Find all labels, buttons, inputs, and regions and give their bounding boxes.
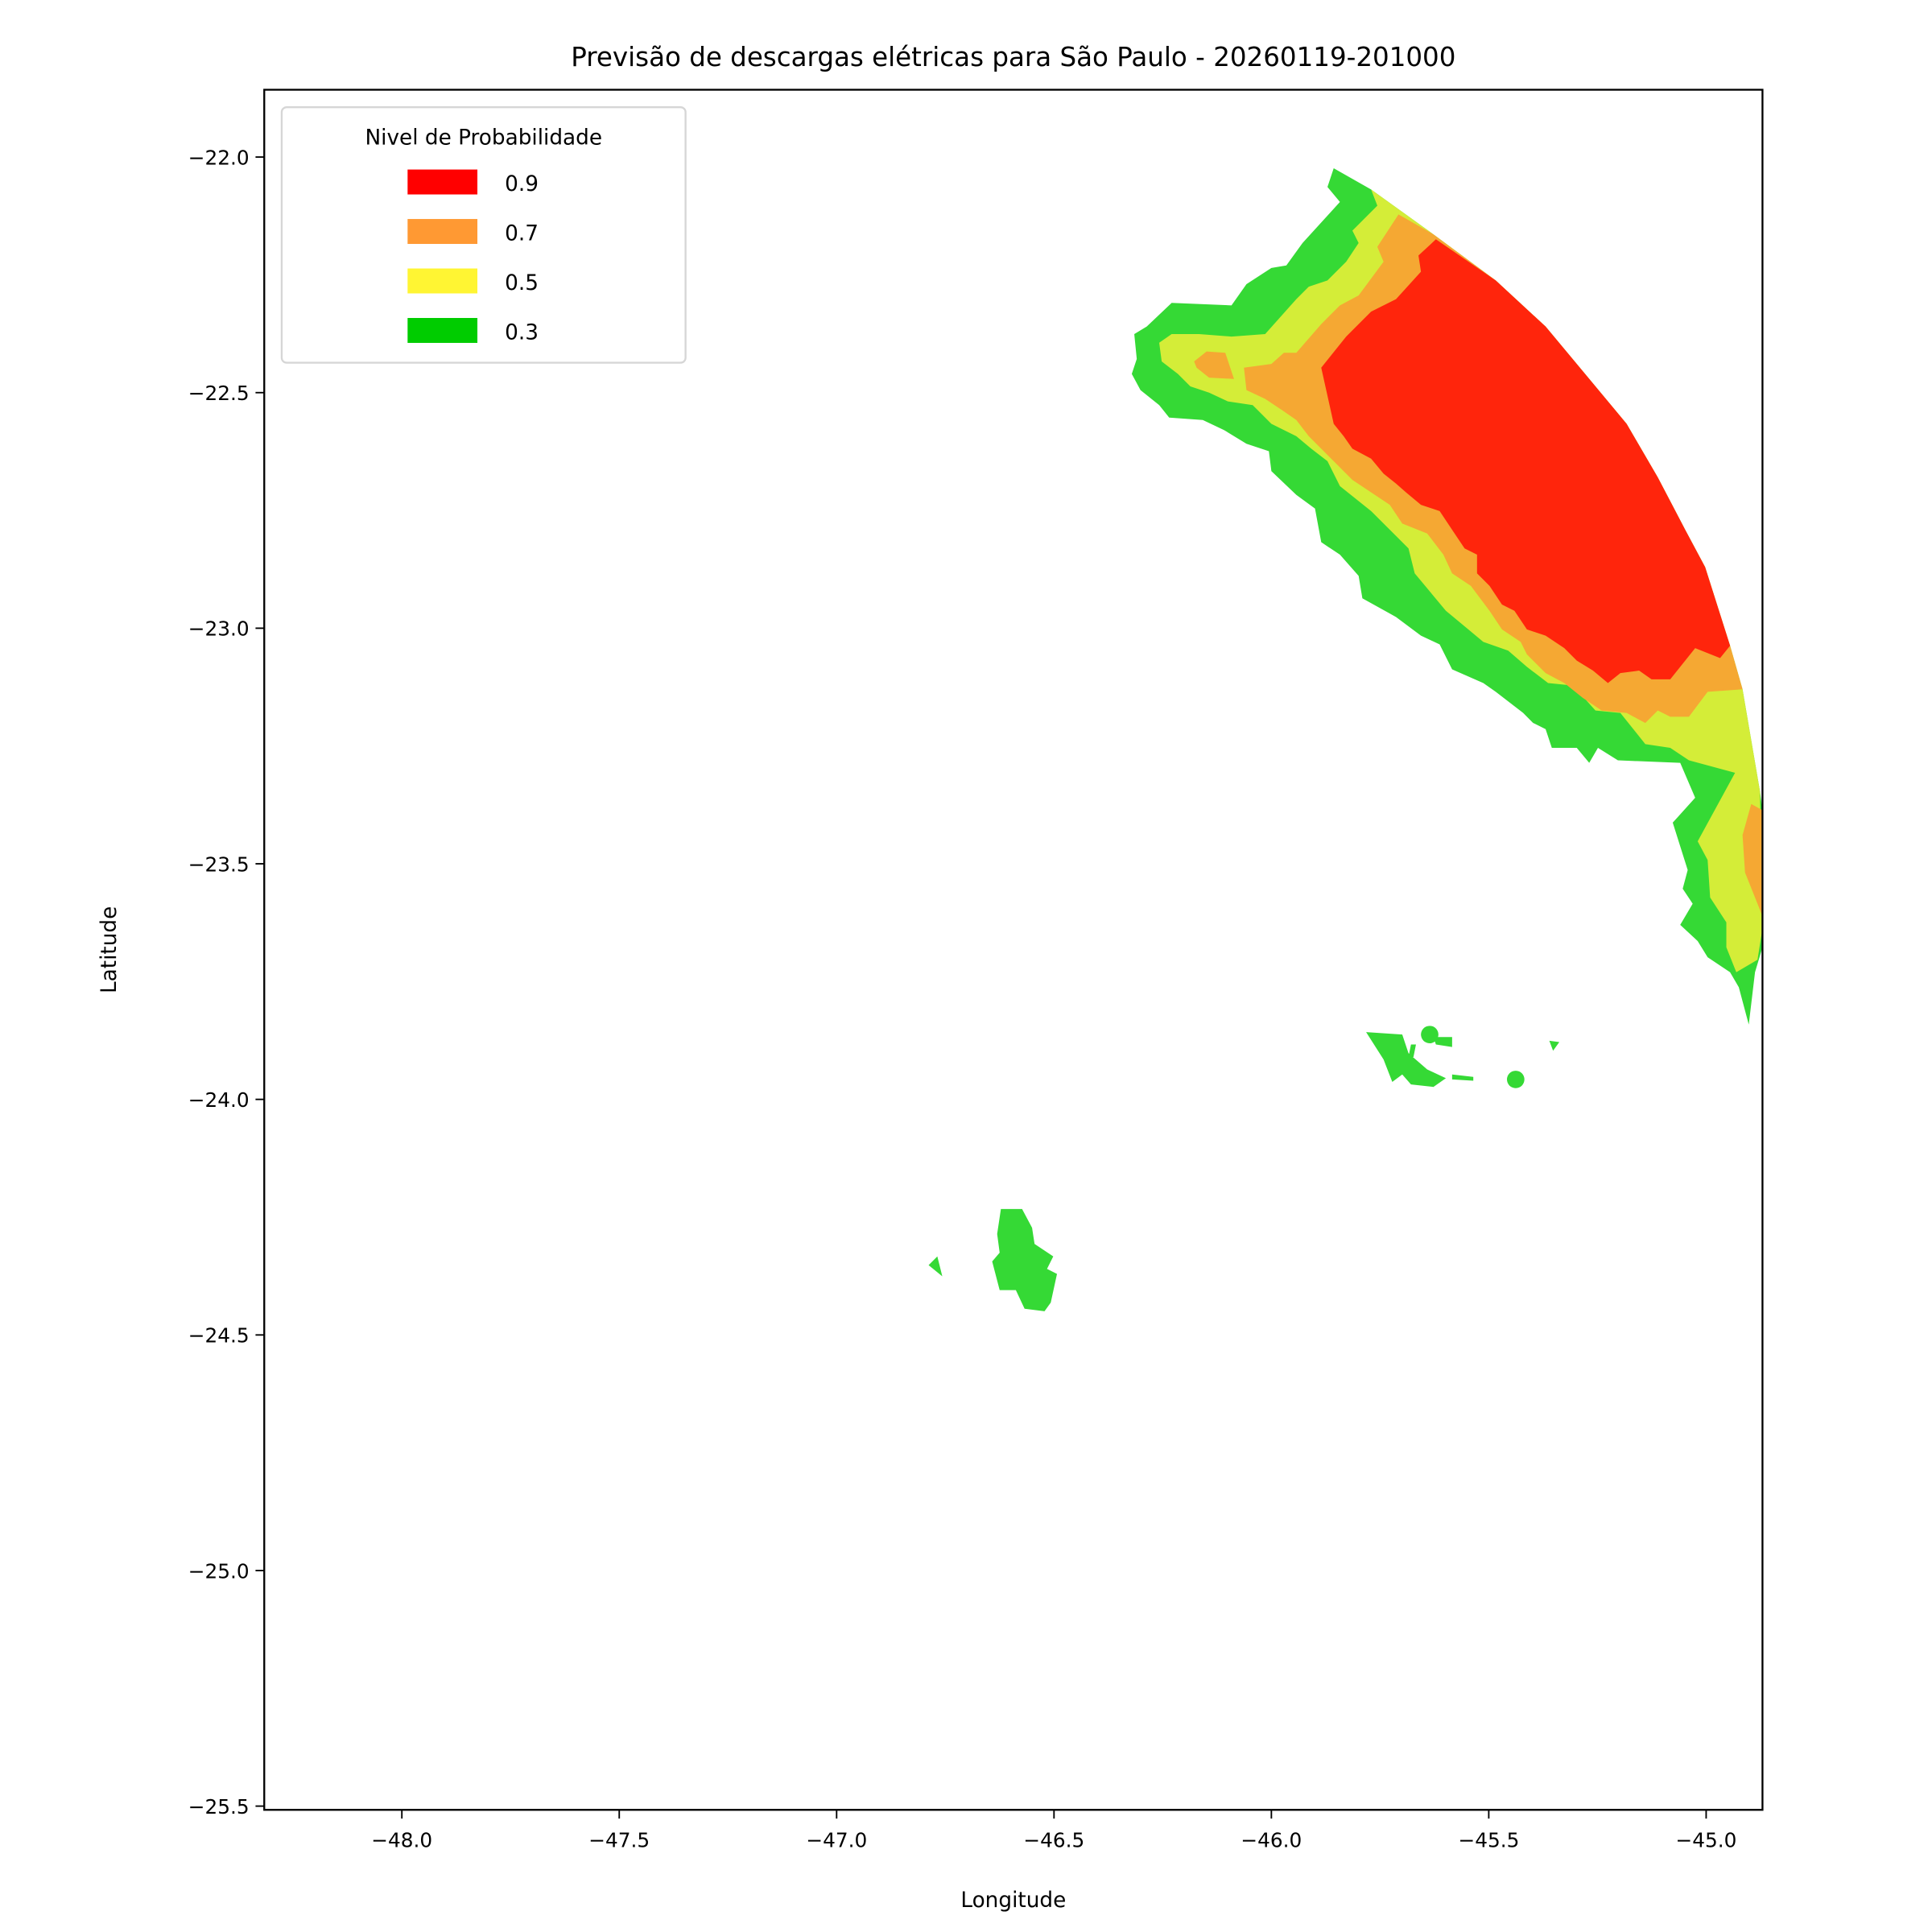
x-tick-label: −46.5 <box>1023 1829 1084 1852</box>
legend-swatch <box>407 219 478 245</box>
y-tick-label: −22.0 <box>188 146 250 169</box>
contour-0.3-patch-east <box>1366 1032 1447 1088</box>
contour-layer <box>928 168 1763 1311</box>
legend-label: 0.9 <box>505 172 539 196</box>
x-tick-label: −47.5 <box>588 1829 650 1852</box>
contour-0.9-main <box>1321 239 1731 683</box>
x-tick-label: −47.0 <box>806 1829 867 1852</box>
y-axis-label: Latitude <box>97 906 122 993</box>
legend-swatch <box>407 169 478 195</box>
y-tick-label: −23.5 <box>188 852 250 876</box>
x-tick-label: −48.0 <box>371 1829 432 1852</box>
legend-label: 0.3 <box>505 320 539 345</box>
contour-0.3-speck <box>1549 1040 1560 1051</box>
x-axis-label: Longitude <box>960 1889 1066 1913</box>
x-tick-label: −46.0 <box>1241 1829 1302 1852</box>
y-tick-label: −25.0 <box>188 1559 250 1583</box>
legend-box <box>280 106 687 364</box>
chart-title: Previsão de descargas elétricas para São… <box>571 42 1455 72</box>
contour-0.3-speck-west <box>928 1256 943 1277</box>
y-tick-label: −23.0 <box>188 617 250 641</box>
contour-0.3-dash <box>1408 1044 1416 1058</box>
y-tick-label: −24.0 <box>188 1088 250 1112</box>
contour-0.7-right <box>1742 803 1763 917</box>
contour-0.7-small <box>1194 351 1234 379</box>
contour-0.3-line <box>1451 1074 1474 1081</box>
legend: Nivel de Probabilidade 0.9 0.7 0.5 0.3 <box>280 106 687 364</box>
legend-label: 0.7 <box>505 221 539 246</box>
contour-0.3-patch-south <box>992 1208 1058 1311</box>
legend-swatch <box>407 317 478 343</box>
legend-swatch <box>407 268 478 294</box>
x-tick-label: −45.5 <box>1458 1829 1519 1852</box>
contour-0.3-patch-east-b <box>1433 1037 1452 1047</box>
legend-title: Nivel de Probabilidade <box>365 126 602 151</box>
x-axis: −48.0 −47.5 −47.0 −46.5 −46.0 −45.5 −45.0 <box>371 1810 1736 1852</box>
y-tick-label: −25.5 <box>188 1795 250 1818</box>
contour-0.3-dot <box>1421 1026 1439 1043</box>
y-tick-label: −22.5 <box>188 382 250 405</box>
legend-label: 0.5 <box>505 271 539 295</box>
contour-0.3-dot <box>1507 1071 1525 1088</box>
x-tick-label: −45.0 <box>1675 1829 1736 1852</box>
axes-frame <box>263 89 1764 1811</box>
y-tick-label: −24.5 <box>188 1324 250 1348</box>
y-axis: −22.0 −22.5 −23.0 −23.5 −24.0 −24.5 −25.0 −25.5 <box>188 146 265 1818</box>
